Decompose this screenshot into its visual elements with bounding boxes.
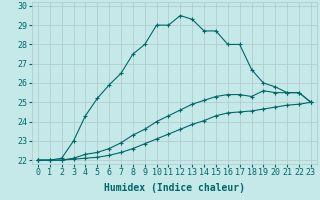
X-axis label: Humidex (Indice chaleur): Humidex (Indice chaleur) [104,183,245,193]
